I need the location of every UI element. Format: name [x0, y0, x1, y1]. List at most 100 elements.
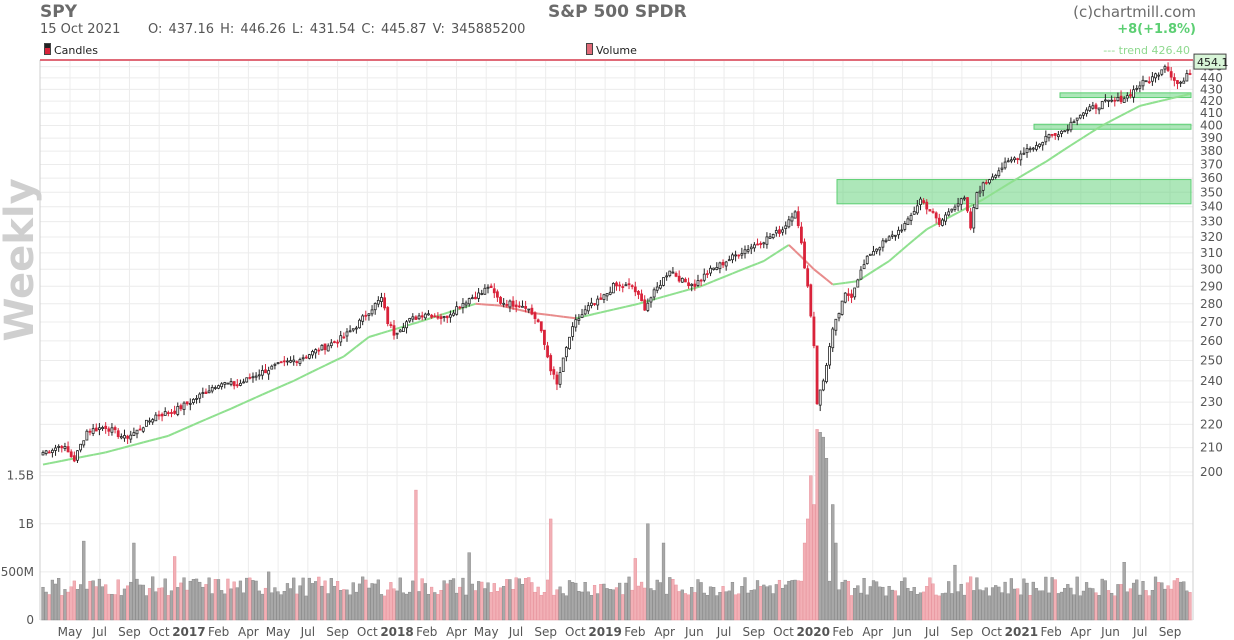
volume-bar: [1028, 595, 1032, 621]
volume-bar: [122, 588, 127, 621]
candle-body: [1022, 152, 1026, 155]
volume-bar: [213, 579, 217, 621]
volume-bar: [718, 592, 722, 621]
candle-body: [348, 330, 352, 333]
candle-body: [289, 360, 292, 363]
candle-body: [204, 391, 208, 394]
volume-bar: [276, 591, 280, 621]
trend-segment: [1020, 171, 1028, 178]
candle-body: [593, 303, 596, 305]
price-tick-label: 290: [1200, 279, 1223, 293]
volume-bar: [752, 589, 757, 621]
trend-segment: [124, 444, 132, 449]
candle-body: [790, 216, 794, 222]
volume-bar: [997, 586, 1001, 621]
candle-body: [376, 299, 380, 305]
candle-body: [655, 286, 659, 291]
candle-body: [517, 305, 521, 308]
candle-body: [1085, 109, 1088, 115]
trend-segment: [613, 307, 620, 311]
trend-segment: [625, 304, 633, 308]
candle-body: [915, 205, 919, 214]
trend-segment: [230, 404, 238, 410]
candle-body: [1113, 99, 1117, 102]
trend-segment: [1145, 101, 1153, 106]
volume-bar: [263, 587, 268, 621]
candle-body: [1103, 99, 1107, 102]
volume-bar: [727, 590, 731, 621]
trend-segment: [167, 432, 176, 437]
trend-segment: [49, 461, 56, 465]
volume-bar: [1113, 595, 1117, 621]
candle-body: [201, 392, 205, 394]
candle-body: [937, 217, 941, 225]
volume-bar: [351, 582, 355, 621]
candle-body: [815, 345, 819, 405]
candle-body: [433, 315, 437, 318]
candle-body: [173, 410, 177, 414]
trend-segment: [707, 280, 715, 285]
volume-bar: [564, 595, 568, 621]
trend-segment: [982, 194, 990, 201]
candle-body: [254, 375, 258, 378]
volume-bar: [495, 591, 500, 621]
trend-segment: [224, 407, 232, 413]
time-tick-label: Apr: [654, 625, 675, 639]
volume-bar: [931, 583, 935, 621]
candle-body: [840, 300, 844, 315]
volume-bar: [599, 584, 603, 621]
volume-bar: [88, 581, 92, 621]
legend-trend: --- trend 426.40: [1103, 44, 1190, 57]
volume-bar: [135, 578, 139, 621]
candle-body: [44, 450, 48, 454]
trend-segment: [656, 295, 664, 300]
candle-body: [658, 284, 662, 289]
legend-volume[interactable]: Volume: [586, 43, 637, 57]
candle-body: [148, 420, 151, 423]
volume-bar: [721, 586, 725, 621]
volume-bar: [552, 594, 556, 621]
time-tick-label: Oct: [565, 625, 586, 639]
volume-bar: [1084, 582, 1089, 621]
trend-segment: [1095, 124, 1103, 131]
candle-body: [571, 326, 575, 337]
volume-bar: [661, 542, 666, 621]
candle-body: [69, 451, 73, 457]
trend-segment: [274, 385, 282, 390]
trend-segment: [988, 190, 997, 197]
candle-body: [1160, 69, 1164, 75]
volume-bar: [787, 580, 791, 621]
chart-credit: (c)chartmill.com: [1073, 3, 1196, 21]
candle-body: [1110, 99, 1114, 102]
candle-body: [320, 344, 324, 351]
candle-body: [232, 381, 236, 387]
volume-bar: [784, 584, 788, 621]
volume-bar: [151, 576, 155, 621]
volume-bar: [1031, 581, 1035, 621]
legend-candles[interactable]: Candles: [44, 43, 98, 57]
trend-segment: [588, 312, 595, 317]
trend-segment: [769, 252, 777, 258]
volume-bar: [307, 577, 311, 621]
candle-body: [82, 440, 86, 446]
trend-segment: [136, 441, 144, 446]
volume-bar: [411, 580, 415, 621]
volume-bar: [853, 588, 857, 621]
volume-bar: [539, 594, 543, 621]
volume-bar: [862, 577, 866, 621]
volume-bar: [251, 580, 255, 621]
trend-segment: [663, 293, 671, 298]
instrument-name: S&P 500 SPDR: [548, 2, 687, 22]
candle-body: [486, 286, 490, 289]
candle-body: [611, 283, 615, 294]
candle-body: [292, 359, 296, 363]
time-tick-label: Sep: [1159, 625, 1182, 639]
volume-bar: [555, 589, 559, 621]
volume-bar: [878, 586, 882, 621]
volume-bar: [1091, 588, 1095, 621]
candle-body: [1050, 133, 1054, 136]
volume-bar: [583, 582, 587, 621]
candle-body: [853, 287, 857, 298]
candle-body: [922, 200, 926, 204]
volume-bar: [762, 584, 766, 621]
